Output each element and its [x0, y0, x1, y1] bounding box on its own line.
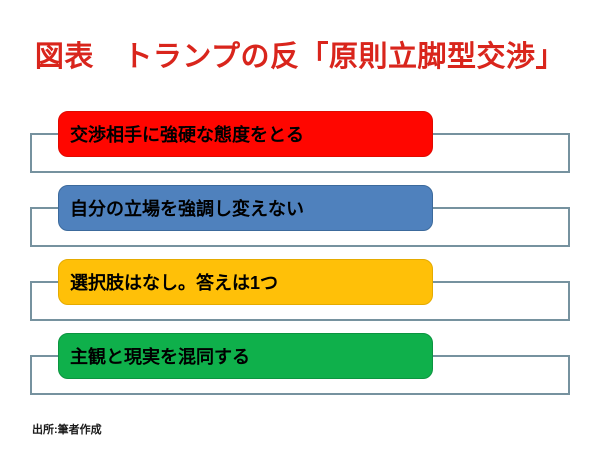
diagram-row-1: 交渉相手に強硬な態度をとる — [0, 111, 600, 185]
bar-label: 主観と現実を混同する — [70, 347, 250, 367]
source-note: 出所:筆者作成 — [32, 424, 102, 436]
bar-label: 交渉相手に強硬な態度をとる — [70, 125, 304, 145]
diagram-bar-red: 交渉相手に強硬な態度をとる — [58, 111, 433, 157]
diagram-row-2: 自分の立場を強調し変えない — [0, 185, 600, 259]
bar-label: 自分の立場を強調し変えない — [70, 199, 304, 219]
diagram-bar-yellow: 選択肢はなし。答えは1つ — [58, 259, 433, 305]
diagram-row-4: 主観と現実を混同する — [0, 333, 600, 407]
diagram-bar-green: 主観と現実を混同する — [58, 333, 433, 379]
bar-label: 選択肢はなし。答えは1つ — [70, 273, 279, 293]
diagram-bar-blue: 自分の立場を強調し変えない — [58, 185, 433, 231]
diagram-row-3: 選択肢はなし。答えは1つ — [0, 259, 600, 333]
slide-title: 図表 トランプの反「原則立脚型交渉」 — [34, 41, 566, 73]
